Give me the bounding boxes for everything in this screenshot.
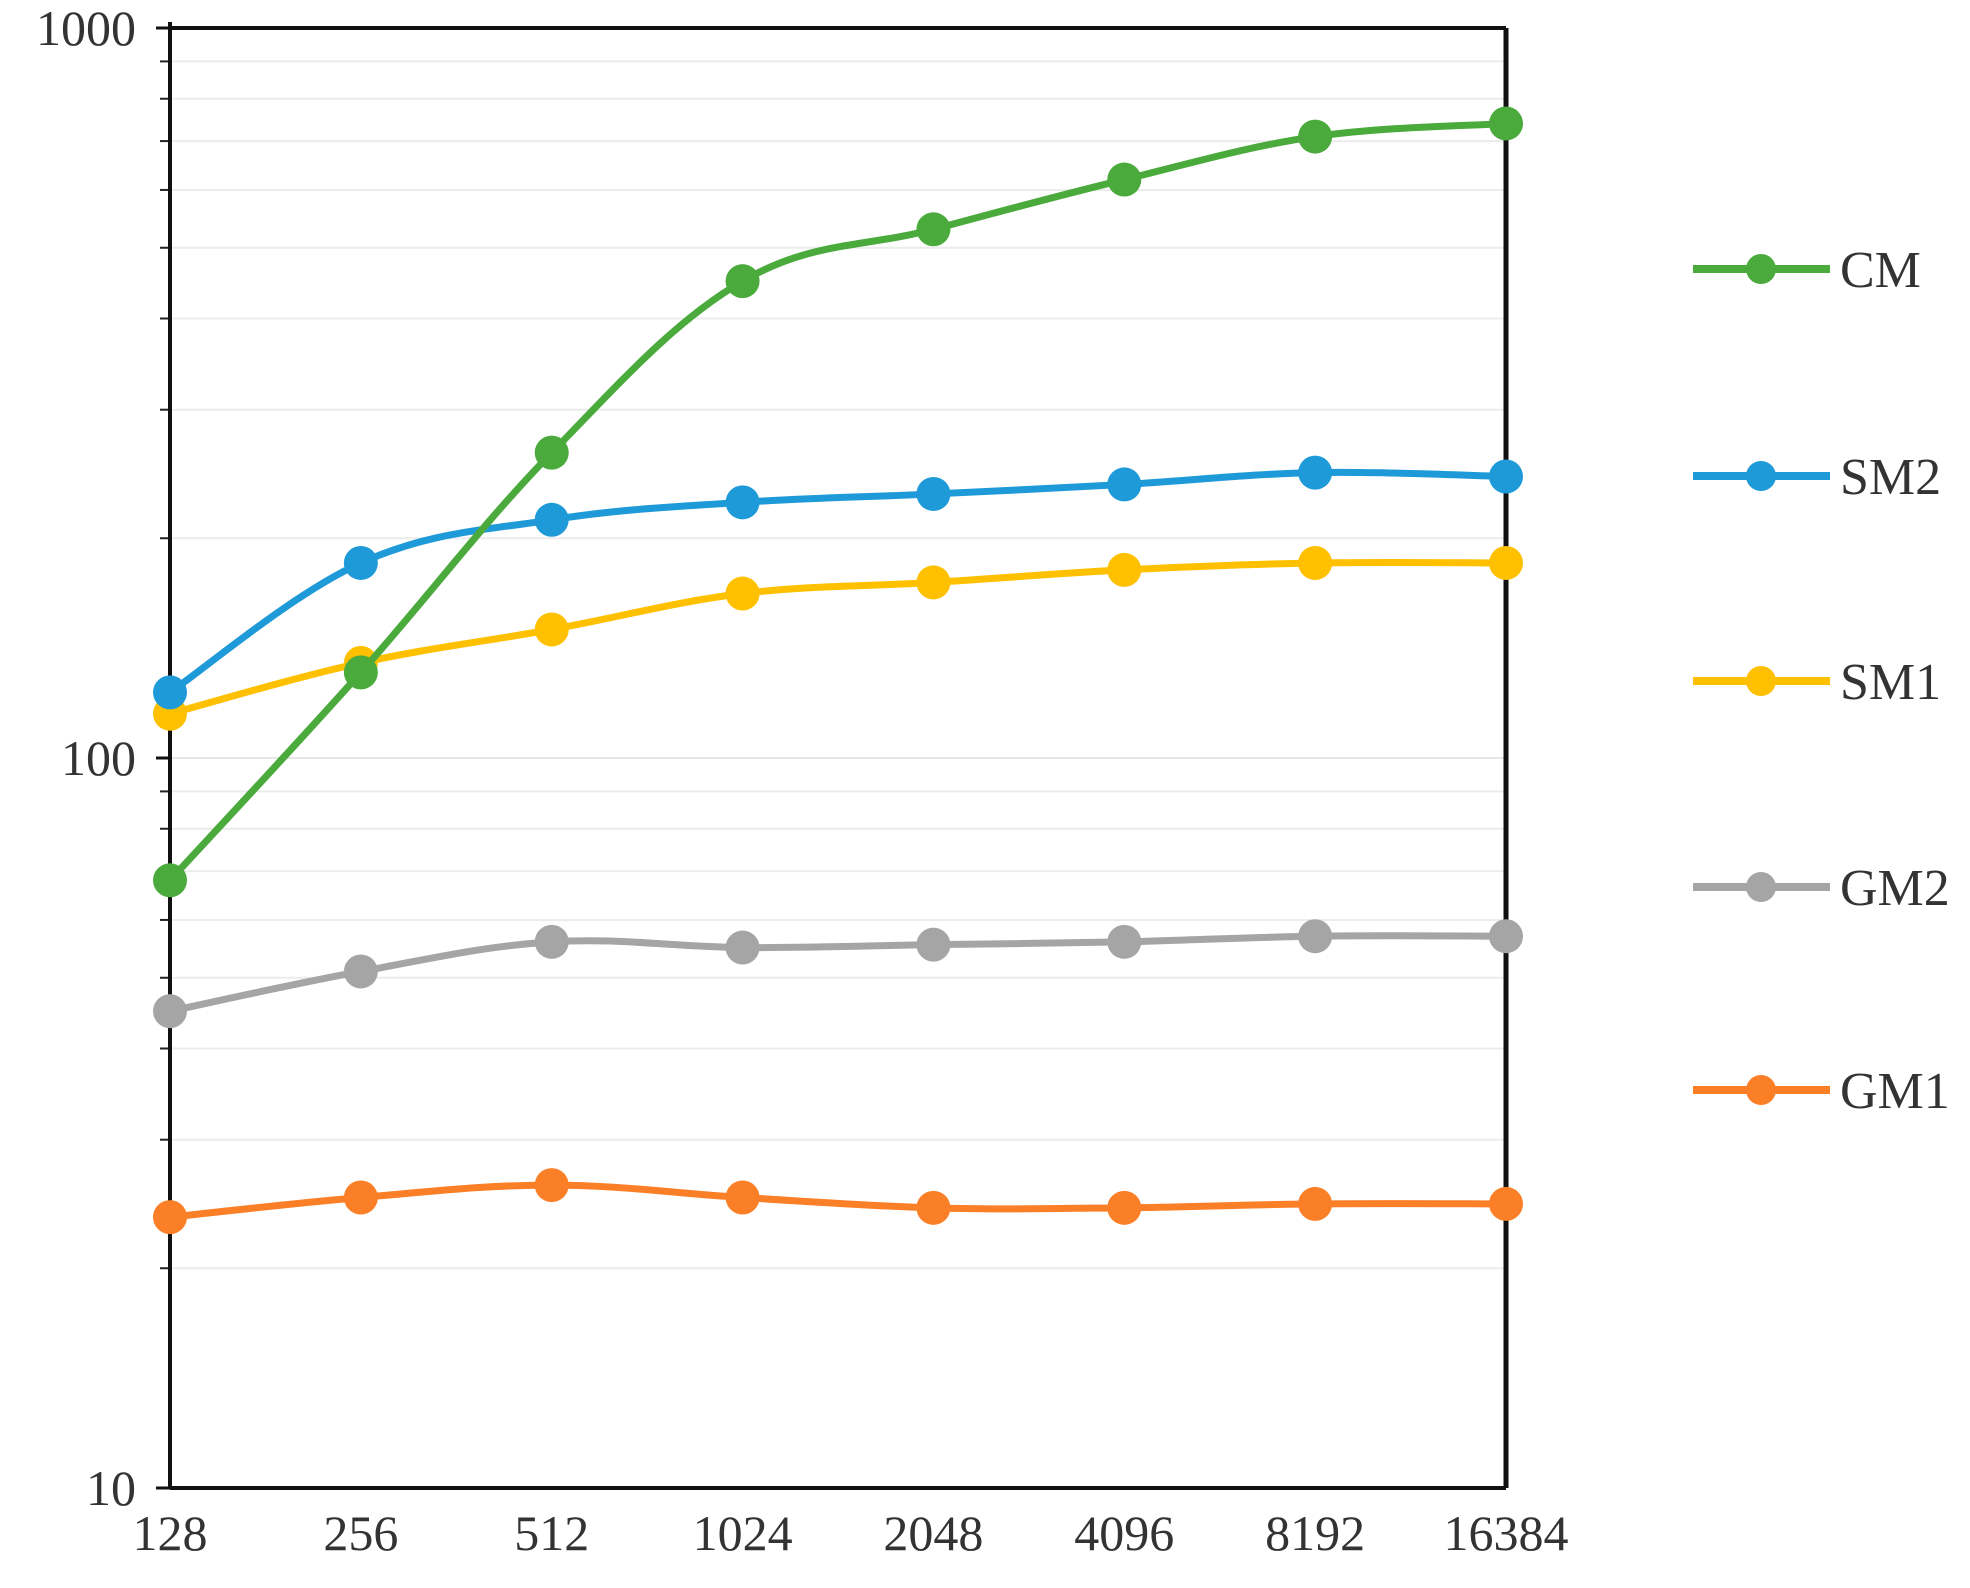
series-sm2: [153, 455, 1523, 710]
data-point-sm2: [1298, 455, 1333, 490]
data-point-sm2: [534, 502, 569, 537]
data-point-gm2: [1107, 924, 1142, 959]
legend-swatch-marker: [1746, 254, 1776, 284]
legend-swatch-marker: [1746, 666, 1776, 696]
legend-item-cm: CM: [1693, 242, 1921, 299]
series-line-sm1: [166, 558, 1510, 718]
data-point-sm2: [1107, 467, 1142, 502]
x-tick-label: 16384: [1444, 1505, 1569, 1561]
series-gm1: [153, 1168, 1523, 1235]
data-point-gm1: [343, 1180, 378, 1215]
legend-label: GM2: [1840, 860, 1950, 917]
axis-layer: 10 100 1000 128 256 512 1024 2048 4096 8192 16384: [36, 0, 1569, 1561]
data-point-gm2: [534, 924, 569, 959]
y-tick-label: 100: [61, 730, 136, 786]
legend-item-gm2: GM2: [1693, 860, 1950, 917]
data-point-sm2: [343, 545, 378, 580]
data-point-gm2: [1489, 919, 1523, 954]
data-point-cm: [153, 863, 187, 898]
data-point-sm2: [153, 675, 187, 710]
data-point-sm1: [725, 576, 760, 611]
legend-label: GM1: [1840, 1063, 1950, 1120]
series-layer: [153, 106, 1523, 1235]
data-point-gm2: [1298, 919, 1333, 954]
data-point-cm: [1489, 106, 1523, 141]
x-tick-label: 128: [133, 1505, 208, 1561]
data-point-gm2: [916, 927, 951, 962]
legend-swatch-marker: [1746, 1075, 1776, 1105]
data-point-gm1: [916, 1190, 951, 1225]
series-cm: [153, 106, 1523, 898]
data-point-gm2: [153, 994, 187, 1029]
data-point-cm: [1107, 162, 1142, 197]
series-line-gm1: [166, 1181, 1510, 1221]
legend-label: SM1: [1840, 654, 1941, 711]
x-tick-label: 8192: [1265, 1505, 1365, 1561]
series-line-cm: [166, 119, 1510, 884]
legend-label: SM2: [1840, 449, 1941, 506]
series-line-gm2: [166, 932, 1510, 1015]
series-gm2: [153, 919, 1523, 1029]
x-tick-label: 512: [514, 1505, 589, 1561]
data-point-sm1: [1489, 545, 1523, 580]
legend-item-sm1: SM1: [1693, 654, 1941, 711]
data-point-sm1: [1107, 552, 1142, 587]
data-point-gm1: [153, 1200, 187, 1235]
data-point-sm2: [1489, 459, 1523, 494]
legend-swatch-marker: [1746, 872, 1776, 902]
y-tick-label: 1000: [36, 0, 136, 56]
data-point-gm2: [343, 954, 378, 989]
data-point-gm1: [725, 1180, 760, 1215]
x-tick-label: 4096: [1074, 1505, 1174, 1561]
x-tick-label: 2048: [883, 1505, 983, 1561]
data-point-sm2: [725, 485, 760, 520]
x-tick-label: 1024: [693, 1505, 793, 1561]
data-point-cm: [916, 212, 951, 247]
data-point-sm1: [1298, 545, 1333, 580]
legend-swatch-marker: [1746, 461, 1776, 491]
data-point-gm1: [534, 1168, 569, 1203]
legend-item-sm2: SM2: [1693, 449, 1941, 506]
data-point-sm1: [534, 612, 569, 647]
legend-label: CM: [1840, 242, 1921, 299]
data-point-cm: [534, 435, 569, 470]
data-point-sm1: [916, 565, 951, 600]
data-point-sm2: [916, 476, 951, 511]
data-point-gm1: [1298, 1186, 1333, 1221]
data-point-cm: [725, 264, 760, 299]
x-tick-label: 256: [323, 1505, 398, 1561]
y-tick-label: 10: [86, 1460, 136, 1516]
legend: CM SM2 SM1 GM2 GM1: [1693, 242, 1950, 1120]
data-point-cm: [343, 655, 378, 690]
data-point-gm2: [725, 930, 760, 965]
data-point-gm1: [1107, 1190, 1142, 1225]
data-point-gm1: [1489, 1186, 1523, 1221]
legend-item-gm1: GM1: [1693, 1063, 1950, 1120]
data-point-cm: [1298, 119, 1333, 154]
